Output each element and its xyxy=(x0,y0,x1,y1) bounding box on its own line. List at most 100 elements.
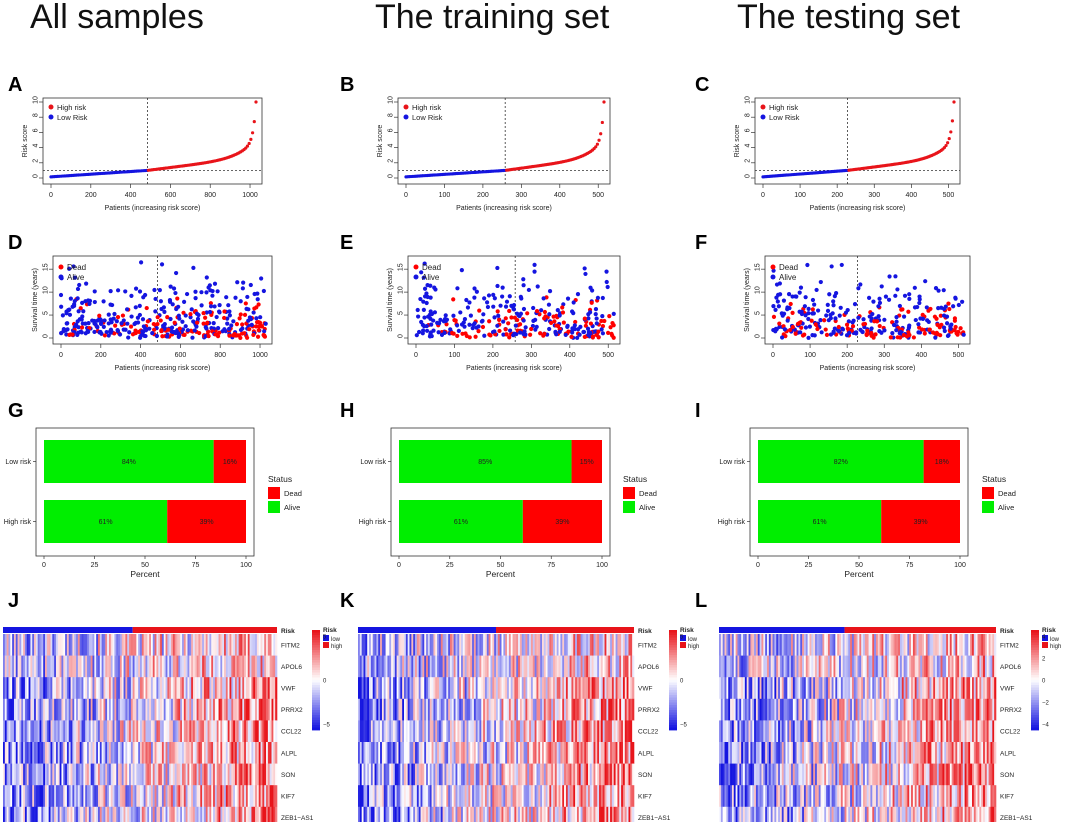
heatmap-cell-K xyxy=(621,785,624,808)
alive-point-D xyxy=(193,296,198,301)
heatmap-cell-J xyxy=(222,763,225,786)
heatmap-cell-K xyxy=(376,763,379,786)
dead-point-D xyxy=(182,332,187,337)
heatmap-cell-L xyxy=(942,634,945,656)
heatmap-cell-K xyxy=(440,655,443,678)
dead-point-D xyxy=(242,331,247,336)
heatmap-cell-J xyxy=(264,763,267,786)
heatmap-cell-J xyxy=(251,785,254,808)
heatmap-cell-J xyxy=(165,655,168,678)
heatmap-cell-K xyxy=(503,677,506,700)
heatmap-cell-K xyxy=(383,742,386,764)
alive-point-F xyxy=(806,311,811,316)
heatmap-cell-K xyxy=(578,763,581,786)
dead-point-D xyxy=(166,327,171,332)
heatmap-cell-J xyxy=(203,742,207,764)
heatmap-cell-K xyxy=(424,785,427,808)
color-scale-step-K xyxy=(669,630,677,633)
heatmap-cell-L xyxy=(960,677,964,700)
x-tick-label-B: 300 xyxy=(515,192,527,199)
heatmap-cell-K xyxy=(448,720,451,743)
heatmap-cell-L xyxy=(844,655,847,678)
heatmap-cell-J xyxy=(249,677,252,700)
alive-point-D xyxy=(251,310,256,315)
heatmap-cell-J xyxy=(54,785,57,808)
heatmap-cell-K xyxy=(507,720,510,743)
alive-point-D xyxy=(214,314,219,320)
heatmap-cell-L xyxy=(890,634,893,656)
heatmap-cell-J xyxy=(8,677,11,700)
heatmap-cell-J xyxy=(227,720,230,743)
heatmap-cell-K xyxy=(610,742,613,764)
alive-point-F xyxy=(941,313,947,318)
heatmap-cell-K xyxy=(569,655,572,678)
color-scale-step-K xyxy=(669,677,677,681)
heatmap-cell-J xyxy=(24,806,28,822)
heatmap-cell-L xyxy=(853,655,856,678)
heatmap-cell-K xyxy=(405,698,408,721)
heatmap-cell-K xyxy=(606,785,609,808)
heatmap-cell-J xyxy=(196,698,199,721)
heatmap-cell-J xyxy=(112,763,115,786)
heatmap-cell-J xyxy=(176,698,179,721)
heatmap-cell-J xyxy=(202,742,205,764)
heatmap-cell-J xyxy=(163,806,166,822)
heatmap-cell-L xyxy=(977,655,980,678)
heatmap-cell-K xyxy=(602,655,605,678)
heatmap-cell-J xyxy=(143,806,146,822)
color-scale-step-J xyxy=(312,720,320,723)
heatmap-cell-J xyxy=(130,698,133,721)
heatmap-cell-K xyxy=(545,785,548,808)
alive-point-F xyxy=(894,328,899,333)
heatmap-cell-J xyxy=(205,763,208,786)
heatmap-cell-J xyxy=(101,806,104,822)
heatmap-cell-K xyxy=(483,634,486,656)
heatmap-cell-K xyxy=(621,677,624,700)
heatmap-cell-K xyxy=(418,785,421,808)
heatmap-cell-J xyxy=(234,677,238,700)
heatmap-cell-K xyxy=(435,742,438,764)
heatmap-cell-L xyxy=(938,677,941,700)
heatmap-cell-K xyxy=(514,655,517,678)
heatmap-cell-J xyxy=(167,806,170,822)
dead-point-E xyxy=(497,328,502,334)
alive-point-E xyxy=(581,329,586,335)
heatmap-cell-K xyxy=(385,655,388,678)
heatmap-cell-K xyxy=(589,677,592,700)
heatmap-cell-L xyxy=(957,677,960,700)
alive-point-F xyxy=(814,287,819,293)
heatmap-cell-K xyxy=(542,720,545,743)
heatmap-cell-J xyxy=(34,677,37,700)
heatmap-cell-J xyxy=(127,742,130,764)
heatmap-cell-J xyxy=(130,806,133,822)
color-scale-step-J xyxy=(312,717,320,721)
alive-point-F xyxy=(941,288,946,293)
heatmap-cell-K xyxy=(608,677,611,700)
heatmap-cell-J xyxy=(15,806,18,822)
heatmap-cell-J xyxy=(220,785,223,808)
heatmap-cell-L xyxy=(888,677,892,700)
heatmap-cell-L xyxy=(877,655,880,678)
heatmap-cell-K xyxy=(508,742,512,764)
heatmap-cell-J xyxy=(167,634,170,656)
heatmap-cell-L xyxy=(929,634,932,656)
x-axis-label-I: Percent xyxy=(844,569,874,579)
legend-label-dead-F: Dead xyxy=(779,263,798,272)
alive-point-E xyxy=(421,307,426,312)
dead-point-E xyxy=(605,330,611,335)
x-tick-label-D: 200 xyxy=(95,352,107,359)
heatmap-cell-J xyxy=(66,634,70,656)
alive-point-D xyxy=(168,316,173,322)
heatmap-cell-K xyxy=(378,742,381,764)
heatmap-cell-L xyxy=(981,655,984,678)
heatmap-cell-J xyxy=(138,720,141,743)
heatmap-cell-K xyxy=(545,763,548,786)
heatmap-cell-J xyxy=(269,806,272,822)
alive-point-F xyxy=(912,305,918,310)
dead-point-E xyxy=(588,321,594,326)
alive-point-E xyxy=(429,311,435,317)
heatmap-cell-J xyxy=(251,698,254,721)
heatmap-cell-J xyxy=(112,742,115,764)
heatmap-cell-K xyxy=(400,742,403,764)
